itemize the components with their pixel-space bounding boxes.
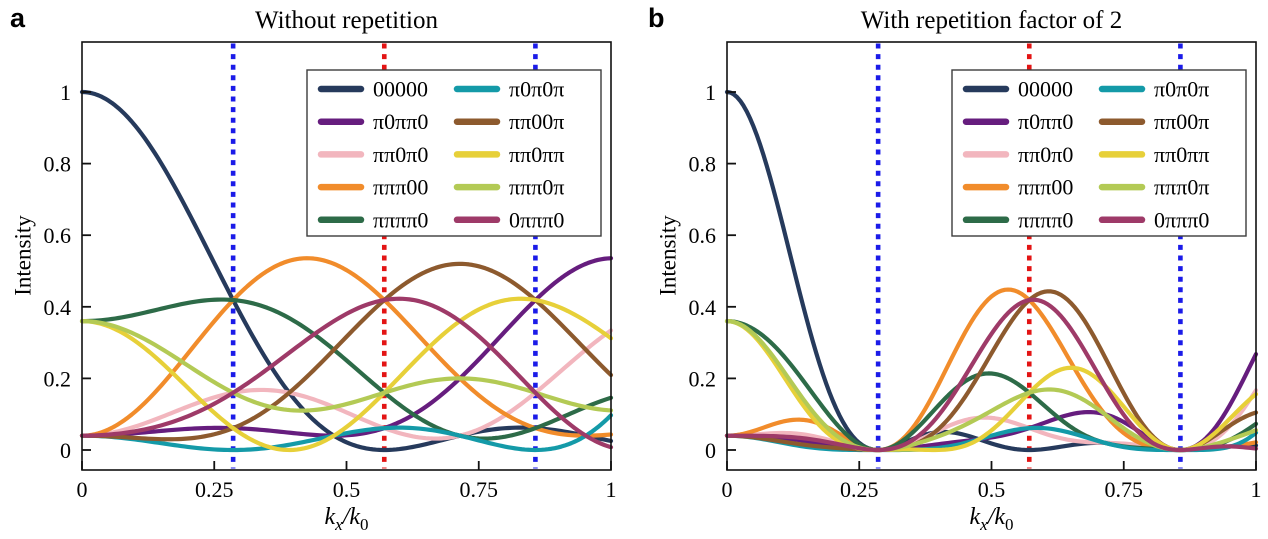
curve-πππ0π [79,319,614,413]
y-tick-label: 0.4 [689,295,717,320]
legend-label-ππ0π0: ππ0π0 [373,142,428,167]
panel-a-x-axis-label: kx/k0 [82,505,611,533]
legend: 00000 π0π0π π0ππ0 ππ00π ππ0π0 ππ0ππ πππ00 πππ0π… [306,69,602,237]
x-label-k: k [324,504,336,530]
x-label-k2: k [994,504,1006,530]
legend-label-00000: 00000 [373,77,428,102]
curves [79,89,614,453]
x-label-slash: / [987,504,995,530]
legend-label-0πππ0: 0πππ0 [509,207,564,232]
curve-0πππ0 [79,296,614,450]
curve-00000 [79,89,614,453]
legend-label-0πππ0: 0πππ0 [1154,207,1209,232]
legend-label-πππ00: πππ00 [1018,175,1073,200]
legend-label-π0ππ0: π0ππ0 [1018,109,1073,134]
x-tick-label: 1 [606,477,617,502]
panel-a-y-axis-label: Intensity [10,215,36,296]
legend-label-πππ0π: πππ0π [509,175,564,200]
panel-b-x-axis-label: kx/k0 [727,505,1256,533]
panel-b-title: With repetition factor of 2 [860,7,1123,34]
y-tick-label: 1 [705,80,716,105]
x-tick-label: 0 [77,477,88,502]
x-tick-label: 0.5 [333,477,361,502]
curve-ππ00π [79,261,614,442]
x-label-k2: k [349,504,361,530]
y-tick-label: 0.2 [689,366,717,391]
panel-b-plot: 0 0.2 0.4 0.6 0.8 1 0 0.25 0.5 0.75 1 00000 π0π0π π0π… [689,41,1262,502]
x-label-sub-0: 0 [360,515,369,534]
y-tick-label: 1 [60,80,71,105]
y-tick-label: 0.6 [689,223,717,248]
legend-label-00000: 00000 [1018,77,1073,102]
y-tick-label: 0.8 [689,152,717,177]
x-label-sub-x: x [335,515,343,534]
legend-label-πππ0π: πππ0π [1154,175,1209,200]
y-tick-label: 0.4 [44,295,72,320]
legend-label-ππππ0: ππππ0 [1018,207,1073,232]
legend-label-π0ππ0: π0ππ0 [373,109,428,134]
legend-label-πππ00: πππ00 [373,175,428,200]
x-label-slash: / [342,504,350,530]
legend-label-ππ00π: ππ00π [509,109,564,134]
curve-0πππ0 [724,297,1259,453]
x-label-k: k [969,504,981,530]
curve-ππ0π0 [79,328,614,441]
legend-label-ππ0π0: ππ0π0 [1018,142,1073,167]
panel-label-a: a [10,3,26,33]
curve-ππ0ππ [79,296,614,453]
y-tick-label: 0.6 [44,223,72,248]
legend-label-ππ0ππ: ππ0ππ [1154,142,1209,167]
y-tick-label: 0.8 [44,152,72,177]
x-tick-label: 0.25 [840,477,879,502]
x-tick-label: 0.75 [1105,477,1144,502]
x-tick-label: 0.75 [460,477,499,502]
curve-ππππ0 [79,297,614,441]
curve-πππ00 [79,256,614,438]
curve-π0π0π [79,413,614,453]
y-tick-label: 0.2 [44,366,72,391]
x-tick-label: 1 [1251,477,1262,502]
legend-label-ππ00π: ππ00π [1154,109,1209,134]
legend-label-π0π0π: π0π0π [1154,77,1209,102]
legend-label-ππ0ππ: ππ0ππ [509,142,564,167]
x-tick-label: 0 [722,477,733,502]
panel-label-b: b [648,3,665,33]
x-label-sub-0: 0 [1005,515,1014,534]
y-tick-label: 0 [60,438,71,463]
curves [724,89,1259,453]
legend: 00000 π0π0π π0ππ0 ππ00π ππ0π0 ππ0ππ πππ00 πππ0π… [951,69,1247,237]
x-tick-label: 0.5 [978,477,1006,502]
x-label-sub-x: x [980,515,988,534]
panel-b-y-axis-label: Intensity [655,215,681,296]
panel-a-title: Without repetition [255,7,438,34]
legend-label-π0π0π: π0π0π [509,77,564,102]
y-tick-label: 0 [705,438,716,463]
panel-a-plot: 0 0.2 0.4 0.6 0.8 1 0 0.25 0.5 0.75 1 00000 π0π0π π0π… [44,41,617,502]
legend-label-ππππ0: ππππ0 [373,207,428,232]
x-tick-label: 0.25 [195,477,234,502]
